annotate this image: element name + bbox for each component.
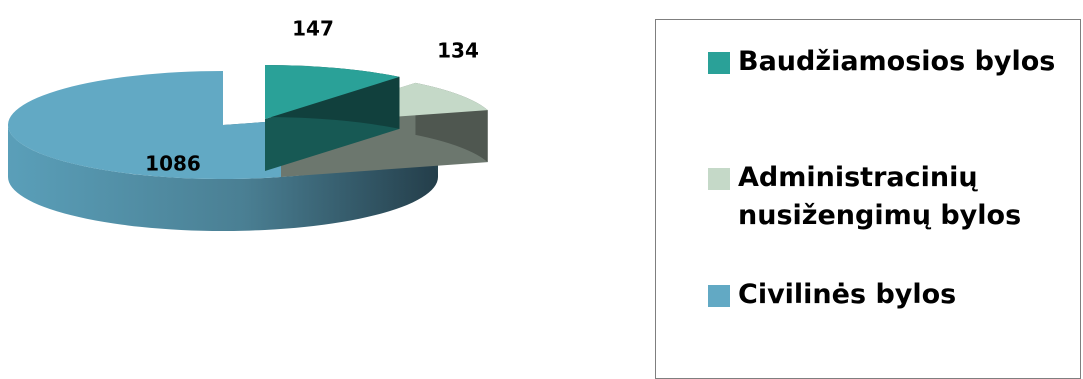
data-label-administraciniu: 134 [437,39,479,63]
pie-slice-top-baudziamosios [265,65,400,119]
legend-entry-civilines: Civilinės bylos [708,276,1068,314]
legend-label-civilines: Civilinės bylos [738,279,957,310]
pie-slice-side-civilines [8,125,438,231]
pie-svg: 147 134 1086 [8,17,488,231]
legend-swatch-baudziamosios [708,52,730,74]
legend-swatch-administraciniu [708,168,730,190]
legend-label-administraciniu: Administracinių nusižengimų bylos [738,162,1022,231]
pie-slice-baudziamosios [265,65,400,171]
legend-swatch-civilines [708,285,730,307]
legend-entry-administraciniu: Administracinių nusižengimų bylos [708,159,1068,235]
data-label-civilines: 1086 [145,152,201,176]
legend-label-baudziamosios: Baudžiamosios bylos [738,46,1056,77]
legend-entry-baudziamosios: Baudžiamosios bylos [708,43,1068,81]
chart-legend: Baudžiamosios bylos Administracinių nusi… [655,19,1081,379]
data-label-baudziamosios: 147 [292,17,334,41]
pie-chart: 147 134 1086 [8,17,488,231]
